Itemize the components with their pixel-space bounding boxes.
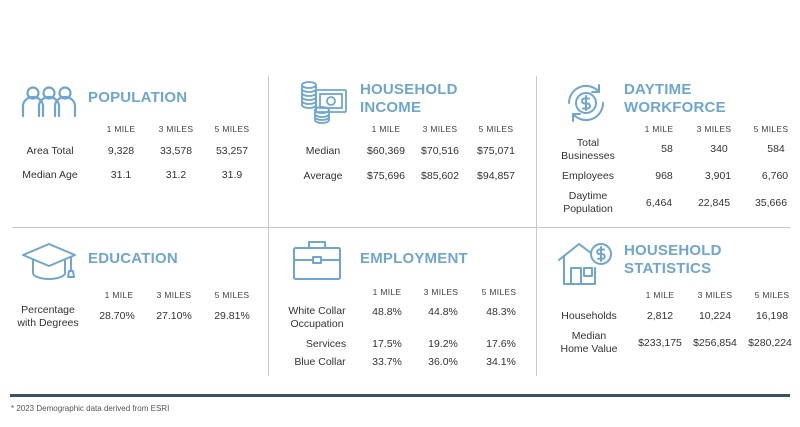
row-label-average: Average (303, 170, 343, 182)
column-header-1-mile: 1 MILE (644, 124, 674, 134)
value-cell: $256,854 (693, 337, 737, 349)
value-cell: 31.1 (110, 169, 132, 181)
row-label-blue-collar: Blue Collar (294, 356, 346, 368)
row-label-median: Median (305, 145, 341, 157)
population-title: POPULATION (88, 89, 188, 106)
column-header-3-miles: 3 MILES (158, 124, 194, 134)
column-header-1-mile: 1 MILE (372, 287, 402, 297)
value-cell: 31.9 (221, 169, 243, 181)
value-cell: 28.70% (99, 310, 135, 322)
value-cell: 2,812 (646, 310, 674, 322)
value-cell: 33,578 (159, 145, 193, 157)
value-cell: 31.2 (165, 169, 187, 181)
household-statistics-title-line1: HOUSEHOLD (624, 242, 722, 259)
people-group-icon (21, 86, 77, 118)
value-cell: 36.0% (428, 356, 458, 368)
house-dollar-icon (557, 238, 613, 286)
footer-rule (10, 394, 790, 397)
employment-title: EMPLOYMENT (360, 250, 468, 267)
row-label-employees: Employees (562, 170, 614, 182)
value-cell: 17.5% (372, 338, 402, 350)
divider-horizontal (12, 227, 790, 228)
value-cell: $85,602 (421, 170, 459, 182)
value-cell: $60,369 (367, 145, 405, 157)
column-header-1-mile: 1 MILE (645, 290, 675, 300)
row-label-median-age: Median Age (22, 169, 78, 181)
column-header-5-miles: 5 MILES (478, 124, 514, 134)
value-cell: 6,464 (645, 197, 673, 209)
row-label-percentage-with-degrees-line2: with Degrees (17, 317, 79, 329)
column-header-1-mile: 1 MILE (104, 290, 134, 300)
education-title: EDUCATION (88, 250, 178, 267)
column-header-5-miles: 5 MILES (214, 124, 250, 134)
row-label-services: Services (305, 338, 347, 350)
value-cell: $75,696 (367, 170, 405, 182)
column-header-1-mile: 1 MILE (371, 124, 401, 134)
value-cell: 9,328 (107, 145, 135, 157)
value-cell: $280,224 (748, 337, 792, 349)
column-header-3-miles: 3 MILES (422, 124, 458, 134)
value-cell: 584 (767, 143, 785, 155)
household-income-title-line2: INCOME (360, 99, 422, 116)
value-cell: 10,224 (698, 310, 732, 322)
value-cell: 35,666 (754, 197, 788, 209)
value-cell: 968 (655, 170, 673, 182)
value-cell: 48.3% (486, 306, 516, 318)
value-cell: $94,857 (477, 170, 515, 182)
row-label-total-businesses-line2: Businesses (561, 150, 615, 162)
value-cell: $233,175 (638, 337, 682, 349)
column-header-5-miles: 5 MILES (214, 290, 250, 300)
value-cell: $70,516 (421, 145, 459, 157)
value-cell: 340 (710, 143, 728, 155)
row-label-daytime-population-line2: Population (563, 203, 613, 215)
value-cell: 16,198 (755, 310, 789, 322)
value-cell: 29.81% (214, 310, 250, 322)
row-label-area-total: Area Total (26, 145, 74, 157)
row-label-median-home-value-line1: Median (571, 330, 607, 342)
value-cell: 3,901 (704, 170, 732, 182)
household-statistics-title-line2: STATISTICS (624, 260, 712, 277)
daytime-workforce-title-line1: DAYTIME (624, 81, 692, 98)
divider-vertical-2 (536, 76, 537, 376)
value-cell: 33.7% (372, 356, 402, 368)
value-cell: $75,071 (477, 145, 515, 157)
value-cell: 48.8% (372, 306, 402, 318)
column-header-3-miles: 3 MILES (697, 290, 733, 300)
divider-vertical-1 (268, 76, 269, 376)
row-label-median-home-value-line2: Home Value (560, 343, 618, 355)
daytime-workforce-title-line2: WORKFORCE (624, 99, 726, 116)
column-header-5-miles: 5 MILES (753, 124, 789, 134)
value-cell: 44.8% (428, 306, 458, 318)
row-label-total-businesses-line1: Total (576, 137, 600, 149)
value-cell: 58 (661, 143, 673, 155)
row-label-daytime-population-line1: Daytime (568, 190, 608, 202)
value-cell: 34.1% (486, 356, 516, 368)
column-header-3-miles: 3 MILES (696, 124, 732, 134)
coins-and-cash-icon (300, 80, 348, 124)
value-cell: 6,760 (761, 170, 789, 182)
column-header-3-miles: 3 MILES (423, 287, 459, 297)
value-cell: 27.10% (156, 310, 192, 322)
household-income-title-line1: HOUSEHOLD (360, 81, 458, 98)
row-label-percentage-with-degrees-line1: Percentage (21, 304, 75, 316)
graduation-cap-icon (21, 241, 77, 283)
value-cell: 22,845 (697, 197, 731, 209)
column-header-5-miles: 5 MILES (481, 287, 517, 297)
row-label-white-collar-line1: White Collar (288, 305, 346, 317)
column-header-3-miles: 3 MILES (156, 290, 192, 300)
column-header-1-mile: 1 MILE (106, 124, 136, 134)
column-header-5-miles: 5 MILES (754, 290, 790, 300)
row-label-households: Households (561, 310, 617, 322)
value-cell: 53,257 (215, 145, 249, 157)
row-label-white-collar-line2: Occupation (290, 318, 344, 330)
briefcase-icon (292, 239, 342, 281)
footnote: * 2023 Demographic data derived from ESR… (11, 404, 170, 413)
value-cell: 19.2% (428, 338, 458, 350)
value-cell: 17.6% (486, 338, 516, 350)
dollar-cycle-icon (563, 80, 609, 126)
